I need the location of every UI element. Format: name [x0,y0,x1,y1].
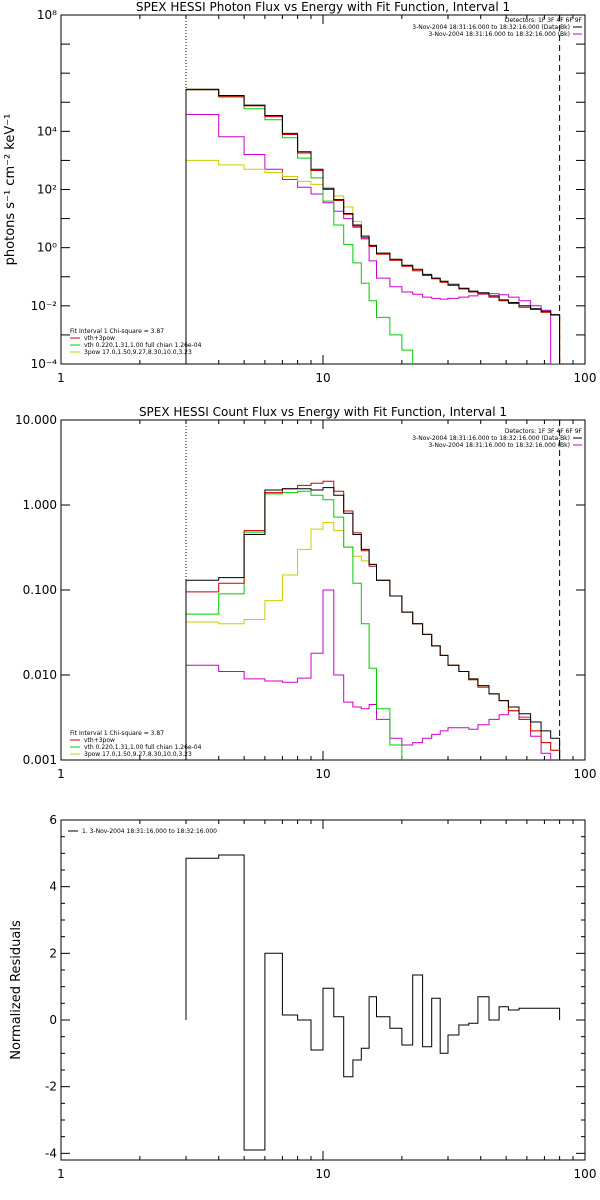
y-tick-label: 6 [49,813,57,827]
legend-entry-label: 3-Nov-2004 18:31:16.000 to 18:32:16.000 … [412,435,570,442]
y-tick-label: 10⁻² [31,299,58,313]
y-tick-label: 0 [49,1013,57,1027]
series-data-bk-line [185,487,561,760]
series-3pow-line [185,159,561,364]
x-tick-label: 1 [57,1167,65,1181]
x-tick-label: 1 [57,371,65,385]
legend-entry-label: vth+3pow [84,335,115,342]
x-tick-label: 1 [57,767,65,781]
legend-entry-label: 1. 3-Nov-2004 18:31:16.000 to 18:32:16.0… [82,828,217,835]
residuals-panel: 1 10 100 -4 -2 0 2 4 6 Normalized Residuals 1. 3-N… [9,813,596,1181]
y-tick-label: 10² [37,183,57,197]
chart-title: SPEX HESSI Count Flux vs Energy with Fit… [139,405,507,419]
y-tick-label: 10⁻⁴ [31,357,58,371]
count-flux-panel: SPEX HESSI Count Flux vs Energy with Fit… [15,405,597,781]
plot-area [185,15,561,364]
series-vth-line [185,490,403,760]
y-tick-label: 10⁸ [37,8,57,22]
y-tick-label: 4 [49,880,57,894]
y-tick-label: -4 [45,1146,57,1160]
y-tick-label: 0.010 [23,668,57,682]
y-tick-label: 1.000 [23,498,57,512]
y-tick-label: 0.100 [23,583,57,597]
x-tick-label: 10 [315,1167,330,1181]
legend-entry-label: 3-Nov-2004 18:31:16.000 to 18:32:16.000 … [428,31,570,38]
legend-header: Fit Interval 1 Chi-square = 3.87 [70,730,164,737]
series-bk-line [185,589,552,760]
chart-title: SPEX HESSI Photon Flux vs Energy with Fi… [136,0,510,14]
y-axis-label: photons s⁻¹ cm⁻² keV⁻¹ [3,114,18,266]
series-data-bk-line [185,88,561,364]
legend-entry-label: 3pow 17.0,1.50,9.27,8.30,10.0,3.23 [84,349,192,356]
y-tick-label: 2 [49,946,57,960]
legend-entry-label: vth 0.220,1.31,1.00 full chian 1.26e-04 [84,744,202,751]
legend-header: Detectors: 1F 3F 4F 6F 9F [505,428,583,435]
series-vth-line [185,89,414,364]
legend-entry-label: vth 0.220,1.31,1.00 full chian 1.26e-04 [84,342,202,349]
plot-area [185,420,561,760]
legend-entry-label: 3-Nov-2004 18:31:16.000 to 18:32:16.000 … [428,442,570,449]
legend-entry-label: 3pow 17.0,1.50,9.27,8.30,10.0,3.23 [84,751,192,758]
x-tick-label: 100 [574,1167,597,1181]
series-residuals-line [185,854,561,1151]
legend-header: Detectors: 1F 3F 4F 6F 9F [505,17,583,24]
y-tick-label: -2 [45,1080,57,1094]
photon-flux-panel: SPEX HESSI Photon Flux vs Energy with Fi… [3,0,596,385]
x-tick-label: 100 [574,767,597,781]
x-tick-label: 100 [574,371,597,385]
series-bk-line [185,114,561,364]
x-tick-label: 10 [315,767,330,781]
legend-header: Fit Interval 1 Chi-square = 3.87 [70,328,164,335]
plot-area [185,854,561,1151]
series-vth-3pow-line [185,480,561,760]
x-tick-label: 10 [315,371,330,385]
legend-entry-label: 3-Nov-2004 18:31:16.000 to 18:32:16.000 … [412,24,570,31]
series-3pow-line [185,522,561,760]
y-tick-label: 0.001 [23,753,57,767]
y-axis-label: Normalized Residuals [9,920,24,1060]
y-tick-label: 10⁰ [37,241,57,255]
series-vth-3pow-line [185,89,561,364]
y-tick-label: 10⁴ [37,124,57,138]
legend-entry-label: vth+3pow [84,737,115,744]
y-tick-label: 10.000 [15,413,57,427]
